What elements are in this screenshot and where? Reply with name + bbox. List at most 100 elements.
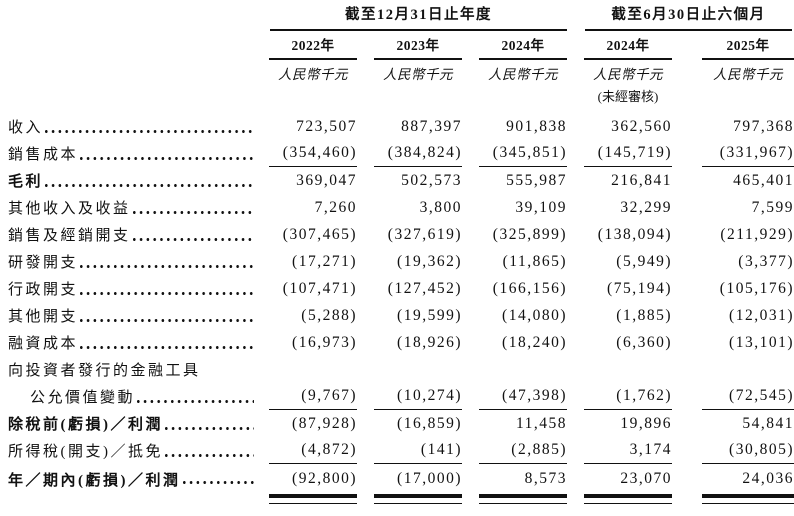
value-cell: 887,397 — [357, 113, 462, 140]
label-cell: 研發開支 — [0, 248, 262, 275]
value: (9,767) — [269, 383, 357, 410]
double-rule — [584, 494, 672, 504]
dot-leader — [45, 167, 254, 194]
value-cell: 362,560 — [567, 113, 672, 140]
value: (30,805) — [702, 437, 794, 464]
value: (127,452) — [387, 279, 462, 297]
value-cell: (6,360) — [567, 329, 672, 356]
value: 32,299 — [620, 198, 672, 216]
value-cell: (18,926) — [357, 329, 462, 356]
value-cell: (4,872) — [262, 437, 357, 464]
value: (331,967) — [702, 140, 794, 167]
table-row: 除稅前(虧損)／利潤 (87,928) (16,859) 11,458 19,896 54… — [0, 410, 794, 437]
value-cell: (17,271) — [262, 248, 357, 275]
value: (107,471) — [282, 279, 357, 297]
value-cell: (307,465) — [262, 221, 357, 248]
table-row: 向投資者發行的金融工具 — [0, 356, 794, 383]
value-cell: (141) — [357, 437, 462, 464]
value-cell: (10,274) — [357, 383, 462, 410]
label-cell: 其他開支 — [0, 302, 262, 329]
value-cell: (72,545) — [672, 383, 794, 410]
value-cell: 555,987 — [462, 167, 567, 194]
row-label: 行政開支 — [8, 282, 79, 298]
value-cell: (107,471) — [262, 275, 357, 302]
unit-row: 人民幣千元 人民幣千元 人民幣千元 人民幣千元 人民幣千元 — [0, 60, 794, 86]
double-rule — [702, 494, 794, 504]
dot-leader — [182, 464, 254, 494]
unaudited-note — [269, 86, 357, 104]
note-cell — [672, 86, 794, 104]
value-cell: 502,573 — [357, 167, 462, 194]
label-cell: 行政開支 — [0, 275, 262, 302]
table-row: 其他開支 (5,288) (19,599) (14,080) (1,885) (12,03… — [0, 302, 794, 329]
dot-leader — [132, 194, 254, 221]
value: 39,109 — [515, 198, 567, 216]
value-cell: (9,767) — [262, 383, 357, 410]
unaudited-note — [374, 86, 462, 104]
row-label: 公允價值變動 — [30, 390, 136, 406]
value: (10,274) — [374, 383, 462, 410]
value-cell: (354,460) — [262, 140, 357, 167]
value: (13,101) — [729, 333, 794, 351]
value: (354,460) — [269, 140, 357, 167]
value-cell: (325,899) — [462, 221, 567, 248]
value-cell: (331,967) — [672, 140, 794, 167]
value: 723,507 — [296, 117, 357, 135]
table-row: 收入 723,507 887,397 901,838 362,560 797,368 — [0, 113, 794, 140]
value: (1,885) — [616, 306, 672, 324]
value: (384,824) — [374, 140, 462, 167]
unit-cell: 人民幣千元 — [357, 60, 462, 86]
value-cell: (11,865) — [462, 248, 567, 275]
rule-cell — [567, 494, 672, 505]
row-label: 融資成本 — [8, 336, 79, 352]
table-row: 公允價值變動 (9,767) (10,274) (47,398) (1,762) (72,… — [0, 383, 794, 410]
value: (11,865) — [502, 252, 567, 270]
unit-cell: 人民幣千元 — [672, 60, 794, 86]
value-cell: (14,080) — [462, 302, 567, 329]
unaudited-note — [479, 86, 567, 104]
value-cell: (13,101) — [672, 329, 794, 356]
label-cell: 年／期內(虧損)／利潤 — [0, 464, 262, 494]
value-cell — [462, 356, 567, 383]
value: (18,926) — [397, 333, 462, 351]
value-cell: (384,824) — [357, 140, 462, 167]
spacer-cell — [0, 86, 262, 104]
value-cell: 11,458 — [462, 410, 567, 437]
year-cell: 2024年 — [462, 29, 567, 60]
value-cell: 54,841 — [672, 410, 794, 437]
value: (166,156) — [492, 279, 567, 297]
value: 24,036 — [742, 470, 794, 487]
value-cell: 901,838 — [462, 113, 567, 140]
dot-leader — [165, 410, 254, 437]
value-cell: (2,885) — [462, 437, 567, 464]
row-label: 銷售成本 — [8, 147, 79, 163]
label-cell: 公允價值變動 — [0, 383, 262, 410]
label-cell: 銷售及經銷開支 — [0, 221, 262, 248]
dot-leader — [80, 302, 254, 329]
label-cell: 毛利 — [0, 167, 262, 194]
unit-cell: 人民幣千元 — [567, 60, 672, 86]
value: (16,859) — [397, 414, 462, 432]
value-cell — [672, 356, 794, 383]
dot-leader — [132, 221, 254, 248]
unit-label: 人民幣千元 — [488, 67, 558, 82]
year-label: 2025年 — [702, 29, 794, 60]
row-label: 銷售及經銷開支 — [8, 228, 131, 244]
label-cell: 除稅前(虧損)／利潤 — [0, 410, 262, 437]
note-cell — [357, 86, 462, 104]
double-rule — [269, 494, 357, 504]
dot-leader — [80, 248, 254, 275]
table-row: 年／期內(虧損)／利潤 (92,800) (17,000) 8,573 23,070 24… — [0, 464, 794, 494]
value: (87,928) — [292, 414, 357, 432]
value: (18,240) — [502, 333, 567, 351]
table-row: 銷售成本 (354,460) (384,824) (345,851) (145,719)… — [0, 140, 794, 167]
value-cell: 19,896 — [567, 410, 672, 437]
double-rule — [374, 494, 462, 504]
year-cell: 2022年 — [262, 29, 357, 60]
value-cell: (145,719) — [567, 140, 672, 167]
value: 54,841 — [742, 414, 794, 432]
spacer-cell — [0, 29, 262, 60]
dot-leader — [80, 140, 254, 167]
value-cell: (5,949) — [567, 248, 672, 275]
value-cell: 465,401 — [672, 167, 794, 194]
